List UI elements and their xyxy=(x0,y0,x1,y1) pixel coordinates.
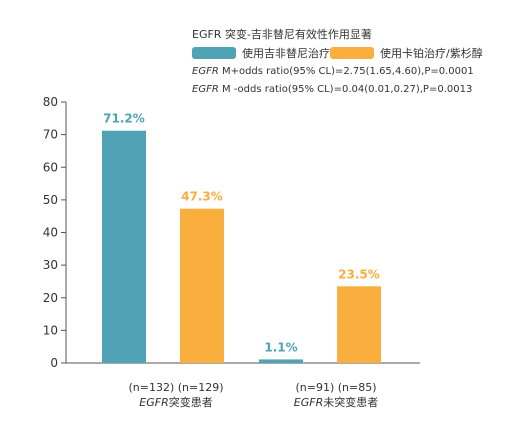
legend-item-carboplatin: 使用卡铂治疗/紫杉醇 xyxy=(330,45,483,61)
y-tick-label: 0 xyxy=(50,356,58,370)
legend-swatch-carboplatin xyxy=(330,47,374,59)
category-name-wildtype: EGFR未突变患者 xyxy=(293,396,379,409)
bar-carboplatin-0 xyxy=(180,208,224,363)
legend-item-gefitinib: 使用吉非替尼治疗 xyxy=(192,45,330,61)
y-tick-label: 60 xyxy=(43,160,58,174)
bar-gefitinib-0 xyxy=(102,130,146,363)
legend-label-carboplatin: 使用卡铂治疗/紫杉醇 xyxy=(380,47,483,60)
y-tick-label: 20 xyxy=(43,291,58,305)
y-tick-label: 10 xyxy=(43,323,58,337)
category-n-mutant: (n=132) (n=129) xyxy=(128,381,224,394)
odds-ratio-mutant: EGFR M+odds ratio(95% CL)=2.75(1.65,4.60… xyxy=(192,66,474,77)
y-tick-label: 80 xyxy=(43,95,58,109)
legend-swatch-gefitinib xyxy=(192,47,236,59)
y-tick-label: 40 xyxy=(43,226,58,240)
bar-value-label: 1.1% xyxy=(264,340,297,354)
bar-value-label: 23.5% xyxy=(338,267,380,281)
category-n-wildtype: (n=91) (n=85) xyxy=(295,381,377,394)
odds-ratio-wildtype: EGFR M -odds ratio(95% CL)=0.04(0.01,0.2… xyxy=(192,84,473,95)
legend-title: EGFR 突变-吉非替尼有效性作用显著 xyxy=(192,28,372,41)
category-label-mutant: (n=132) (n=129) EGFR突变患者 xyxy=(96,381,256,410)
legend-label-gefitinib: 使用吉非替尼治疗 xyxy=(242,47,330,60)
y-tick-label: 50 xyxy=(43,193,58,207)
y-tick-label: 30 xyxy=(43,258,58,272)
bar-carboplatin-1 xyxy=(337,286,381,363)
category-label-wildtype: (n=91) (n=85) EGFR未突变患者 xyxy=(256,381,416,410)
bar-gefitinib-1 xyxy=(259,359,303,363)
bar-value-label: 47.3% xyxy=(181,190,223,204)
category-name-mutant: EGFR突变患者 xyxy=(139,396,213,409)
y-tick-label: 70 xyxy=(43,128,58,142)
bar-value-label: 71.2% xyxy=(103,112,145,126)
